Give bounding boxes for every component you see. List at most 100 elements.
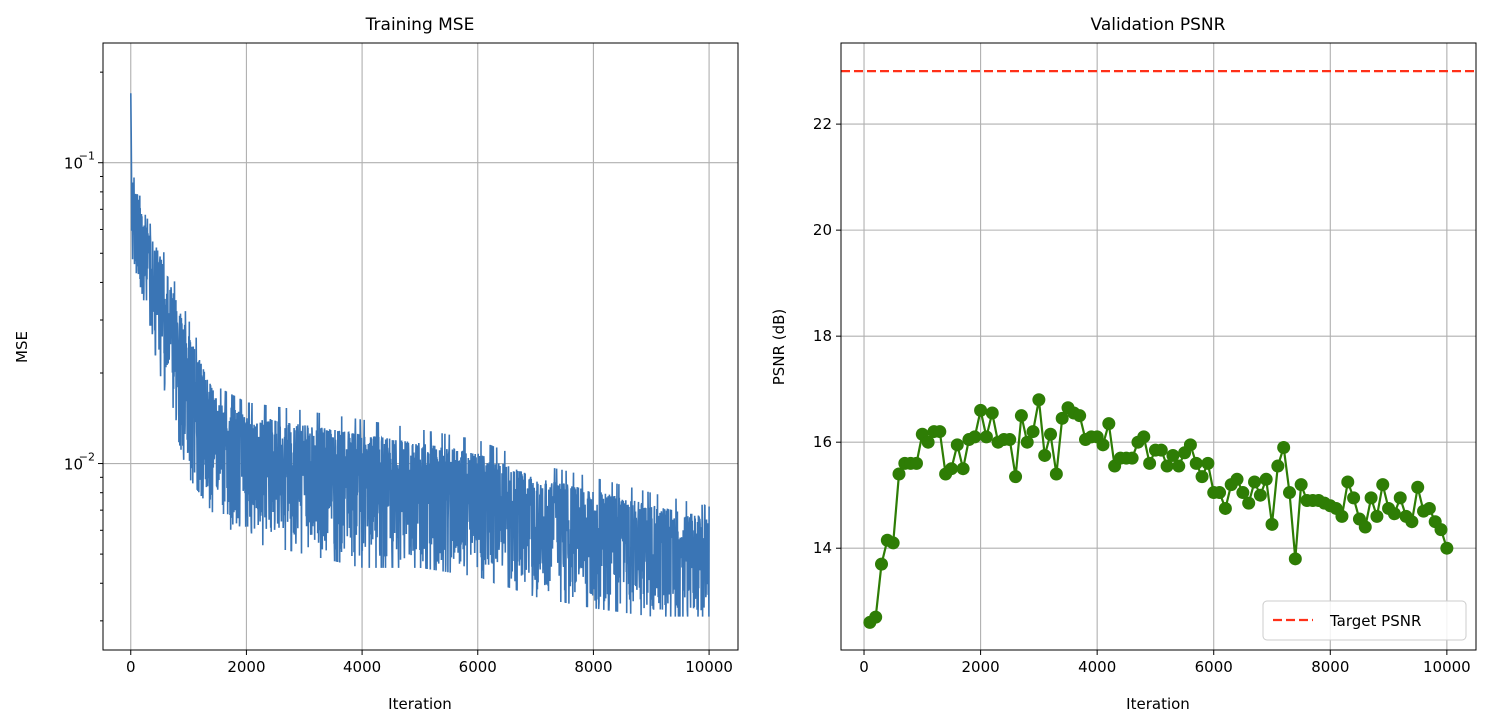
legend: Target PSNR — [1262, 600, 1467, 641]
psnr-data-point — [1073, 409, 1087, 423]
psnr-data-point — [1434, 523, 1448, 537]
psnr-data-point — [1096, 438, 1110, 452]
psnr-data-point — [1364, 491, 1378, 505]
psnr-data-point — [1009, 470, 1023, 484]
x-tick-label: 0 — [859, 658, 869, 676]
psnr-data-point — [1422, 501, 1436, 515]
psnr-data-point — [1189, 456, 1203, 470]
psnr-data-point — [1347, 491, 1361, 505]
psnr-data-point — [974, 403, 988, 417]
psnr-data-point — [1376, 478, 1390, 492]
psnr-data-point — [1230, 472, 1244, 486]
mse-series-line — [130, 93, 710, 617]
psnr-data-point — [1411, 480, 1425, 494]
psnr-data-point — [1277, 440, 1291, 454]
psnr-data-point — [985, 406, 999, 420]
y-tick-label: 20 — [813, 221, 832, 239]
psnr-data-point — [1259, 472, 1273, 486]
validation-psnr-xlabel: Iteration — [1126, 695, 1190, 713]
psnr-data-point — [1195, 470, 1209, 484]
psnr-data-point — [1358, 520, 1372, 534]
psnr-data-point — [1213, 486, 1227, 500]
psnr-data-point — [1341, 475, 1355, 489]
psnr-data-point — [1102, 417, 1116, 431]
training-mse-axes: Training MSE Iteration MSE 0 2000 4000 6000… — [13, 15, 739, 713]
psnr-data-point — [950, 438, 964, 452]
x-tick-label: 0 — [126, 658, 136, 676]
psnr-data-point — [1282, 486, 1296, 500]
psnr-data-point — [1020, 435, 1034, 449]
training-mse-xlabel: Iteration — [388, 695, 452, 713]
x-tick-label: 2000 — [961, 658, 999, 676]
psnr-data-point — [1049, 467, 1063, 481]
psnr-data-point — [1014, 409, 1028, 423]
psnr-data-point — [1218, 501, 1232, 515]
x-tick-label: 10000 — [685, 658, 733, 676]
psnr-data-point — [1137, 430, 1151, 444]
psnr-data-point — [979, 430, 993, 444]
x-tick-label: 6000 — [459, 658, 497, 676]
x-tick-label: 4000 — [1078, 658, 1116, 676]
y-tick-label: 10 — [64, 155, 83, 173]
y-tick-exponent: −1 — [79, 150, 95, 163]
psnr-data-point — [1160, 459, 1174, 473]
y-tick-label: 10 — [64, 456, 83, 474]
psnr-data-point — [1201, 456, 1215, 470]
psnr-series-line — [869, 399, 1448, 624]
y-tick-label: 14 — [813, 539, 832, 557]
psnr-data-point — [968, 430, 982, 444]
psnr-data-point — [869, 610, 883, 624]
psnr-data-point — [1236, 486, 1250, 500]
psnr-data-point — [1038, 448, 1052, 462]
psnr-data-point — [909, 456, 923, 470]
psnr-data-point — [1294, 478, 1308, 492]
psnr-data-point — [1026, 425, 1040, 439]
psnr-data-point — [921, 435, 935, 449]
validation-psnr-ylabel: PSNR (dB) — [770, 309, 788, 386]
validation-psnr-title: Validation PSNR — [1091, 15, 1226, 35]
y-tick-label: 22 — [813, 115, 832, 133]
psnr-data-point — [1248, 475, 1262, 489]
psnr-data-point — [875, 557, 889, 571]
psnr-data-point — [933, 425, 947, 439]
legend-target-label: Target PSNR — [1329, 612, 1421, 630]
psnr-data-point — [1288, 552, 1302, 566]
psnr-data-point — [1393, 491, 1407, 505]
psnr-data-point — [1370, 509, 1384, 523]
psnr-data-point — [956, 462, 970, 476]
psnr-data-point — [892, 467, 906, 481]
psnr-data-point — [1335, 509, 1349, 523]
psnr-data-point — [944, 462, 958, 476]
psnr-data-point — [1044, 427, 1058, 441]
psnr-data-point — [1143, 456, 1157, 470]
y-tick-label: 18 — [813, 327, 832, 345]
psnr-data-point — [1125, 451, 1139, 465]
x-tick-label: 8000 — [574, 658, 612, 676]
psnr-data-point — [1183, 438, 1197, 452]
psnr-data-point — [886, 536, 900, 550]
psnr-data-point — [1032, 393, 1046, 407]
x-tick-label: 2000 — [227, 658, 265, 676]
training-mse-ylabel: MSE — [13, 331, 31, 363]
psnr-data-point — [1405, 515, 1419, 529]
psnr-data-point — [1055, 411, 1069, 425]
psnr-data-point — [1253, 488, 1267, 502]
training-mse-title: Training MSE — [365, 15, 475, 35]
x-tick-label: 4000 — [343, 658, 381, 676]
psnr-data-point — [1154, 443, 1168, 457]
psnr-data-point — [1242, 496, 1256, 510]
psnr-data-point — [1265, 517, 1279, 531]
psnr-data-point — [1166, 448, 1180, 462]
x-tick-label: 6000 — [1195, 658, 1233, 676]
validation-psnr-axes: Validation PSNR Iteration PSNR (dB) 0 200… — [770, 15, 1477, 713]
psnr-data-point — [1440, 541, 1454, 555]
legend-box — [1262, 600, 1467, 641]
psnr-axes-frame — [840, 42, 1477, 651]
psnr-data-point — [1172, 459, 1186, 473]
mse-axes-frame — [102, 42, 739, 651]
y-tick-exponent: −2 — [79, 451, 95, 464]
psnr-data-point — [1003, 433, 1017, 447]
x-tick-label: 10000 — [1423, 658, 1471, 676]
x-tick-label: 8000 — [1311, 658, 1349, 676]
